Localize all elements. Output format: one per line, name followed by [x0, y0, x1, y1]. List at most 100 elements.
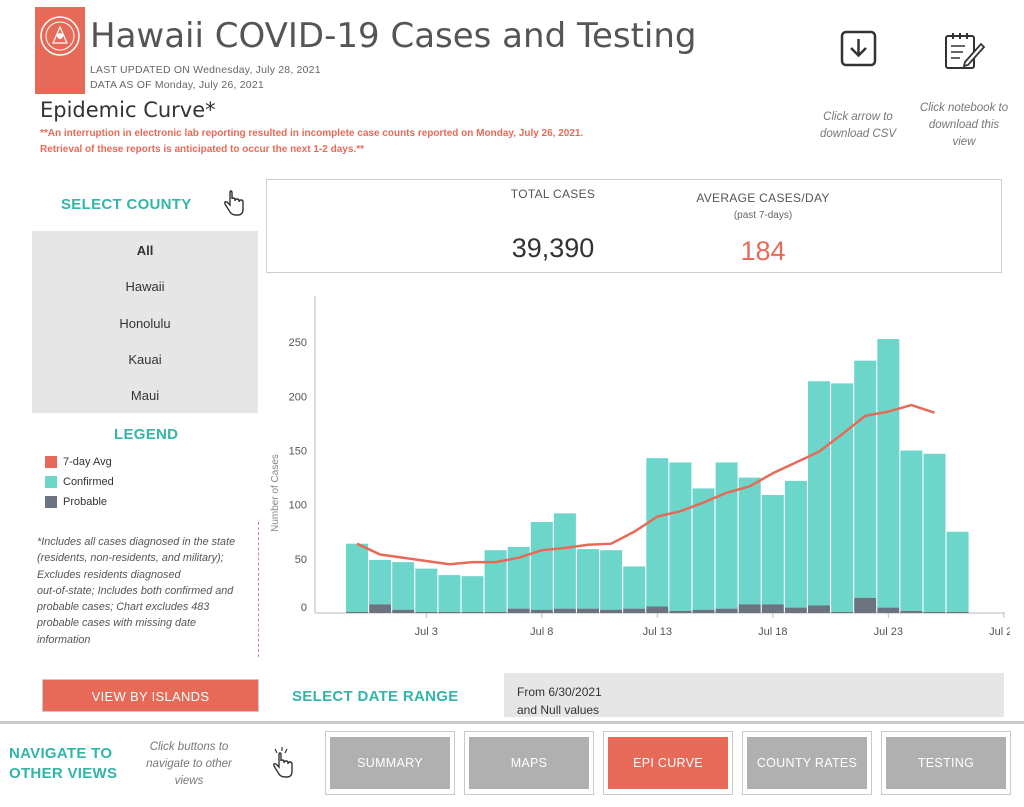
- legend-item-7day-avg: 7-day Avg: [45, 456, 112, 469]
- bar-probable: [715, 608, 738, 613]
- nav-county-rates-button[interactable]: COUNTY RATES: [742, 731, 872, 795]
- pointer-hand-icon: [222, 189, 246, 222]
- kpi-panel: [266, 179, 1002, 273]
- county-option-all[interactable]: All: [136, 243, 154, 258]
- bar-confirmed: [808, 381, 830, 606]
- bar-probable: [877, 607, 900, 613]
- legend-item-probable: Probable: [45, 496, 107, 509]
- x-tick-label: Jul 3: [415, 626, 438, 638]
- bar-confirmed: [854, 360, 877, 598]
- section-title: Epidemic Curve*: [40, 98, 216, 122]
- y-tick-label: 100: [289, 500, 307, 512]
- bar-confirmed: [923, 453, 946, 612]
- legend-item-confirmed: Confirmed: [45, 476, 114, 489]
- download-view-hint: Click notebook to download this view: [919, 102, 1009, 148]
- nav-epi-curve-button[interactable]: EPI CURVE: [603, 731, 733, 795]
- bar-probable: [553, 608, 576, 613]
- bar-probable: [646, 606, 669, 613]
- county-option-maui[interactable]: Maui: [130, 388, 160, 403]
- x-tick-label: Jul 18: [758, 626, 787, 638]
- notice-line-1: **An interruption in electronic lab repo…: [40, 128, 584, 139]
- bar-probable: [831, 611, 854, 613]
- bar-confirmed: [669, 462, 692, 611]
- epidemic-curve-chart: 0 50 100 150 200 250 Number of Cases Jul 3 Jul 8…: [270, 296, 1010, 638]
- notebook-download-icon[interactable]: [943, 30, 987, 77]
- bar-confirmed: [946, 531, 969, 612]
- navigate-heading: NAVIGATE TO OTHER VIEWS: [9, 745, 118, 782]
- bar-probable: [946, 611, 969, 613]
- nav-testing-button[interactable]: TESTING: [881, 731, 1011, 795]
- series-line-7day-avg: [356, 403, 935, 566]
- y-tick-label: 0: [301, 602, 307, 614]
- bar-confirmed: [415, 568, 438, 612]
- last-updated-text: LAST UPDATED ON Wednesday, July 28, 2021: [90, 64, 321, 76]
- bar-probable: [669, 610, 692, 613]
- bar-probable: [577, 608, 599, 613]
- bar-confirmed: [623, 566, 646, 609]
- bar-confirmed: [877, 338, 900, 608]
- bar-confirmed: [484, 550, 507, 612]
- y-tick-label: 250: [289, 337, 307, 349]
- page-title: Hawaii COVID-19 Cases and Testing: [90, 16, 697, 56]
- date-range-filter[interactable]: From 6/30/2021 and Null values: [504, 673, 1004, 717]
- bar-probable: [392, 609, 415, 613]
- view-by-islands-button[interactable]: VIEW BY ISLANDS: [42, 679, 259, 712]
- footnote: *Includes all cases diagnosed in the sta…: [37, 536, 236, 646]
- bar-confirmed: [461, 576, 484, 612]
- bar-probable: [346, 611, 368, 613]
- bar-confirmed: [600, 550, 623, 610]
- bar-probable: [530, 609, 553, 613]
- avg-cases-sublabel: (past 7-days): [733, 210, 793, 221]
- y-axis-label: Number of Cases: [270, 454, 281, 532]
- legend-heading: LEGEND: [114, 426, 179, 443]
- bar-probable: [415, 611, 438, 613]
- bar-confirmed: [692, 488, 715, 610]
- county-option-hawaii[interactable]: Hawaii: [125, 279, 165, 294]
- bar-probable: [900, 610, 923, 613]
- bar-confirmed: [369, 559, 392, 605]
- bar-confirmed: [553, 513, 576, 609]
- select-county-heading: SELECT COUNTY: [61, 196, 192, 213]
- download-csv-icon[interactable]: [840, 30, 878, 73]
- pointer-hand-icon: [270, 746, 296, 783]
- nav-summary-button[interactable]: SUMMARY: [325, 731, 455, 795]
- hawaii-state-seal-logo: [35, 7, 85, 94]
- total-cases-value: 39,390: [511, 233, 595, 263]
- date-range-from: From 6/30/2021: [517, 685, 602, 699]
- bar-probable: [623, 608, 646, 613]
- nav-maps-button[interactable]: MAPS: [464, 731, 594, 795]
- bar-probable: [808, 605, 830, 613]
- bar-probable: [461, 611, 484, 613]
- bar-confirmed: [530, 522, 553, 610]
- bar-probable: [600, 609, 623, 613]
- x-tick-label: Jul 23: [874, 626, 903, 638]
- bar-probable: [761, 604, 784, 613]
- bar-probable: [692, 609, 715, 613]
- bar-probable: [438, 611, 461, 613]
- bar-confirmed: [392, 562, 415, 610]
- bar-confirmed: [438, 575, 461, 612]
- y-tick-label: 50: [295, 554, 307, 566]
- bar-confirmed: [577, 549, 599, 609]
- bar-confirmed: [761, 494, 784, 605]
- avg-cases-label: AVERAGE CASES/DAY: [696, 191, 830, 205]
- bar-confirmed: [831, 383, 854, 612]
- county-option-kauai[interactable]: Kauai: [128, 352, 162, 367]
- x-tick-label: Jul 28: [989, 626, 1010, 638]
- y-tick-label: 150: [289, 446, 307, 458]
- county-list: All Hawaii Honolulu Kauai Maui: [32, 231, 258, 413]
- bar-confirmed: [738, 477, 761, 605]
- bar-confirmed: [784, 480, 807, 608]
- seal-icon: [40, 16, 80, 56]
- county-option-honolulu[interactable]: Honolulu: [119, 316, 171, 331]
- divider: [0, 721, 1024, 724]
- bar-probable: [507, 608, 530, 613]
- total-cases-label: TOTAL CASES: [510, 187, 596, 201]
- bar-probable: [854, 597, 877, 613]
- bar-probable: [738, 604, 761, 613]
- avg-cases-value: 184: [740, 236, 786, 266]
- bar-probable: [369, 604, 392, 613]
- navigate-hint: Click buttons to navigate to other views: [146, 741, 232, 787]
- bar-probable: [923, 611, 946, 613]
- bar-confirmed: [715, 462, 738, 609]
